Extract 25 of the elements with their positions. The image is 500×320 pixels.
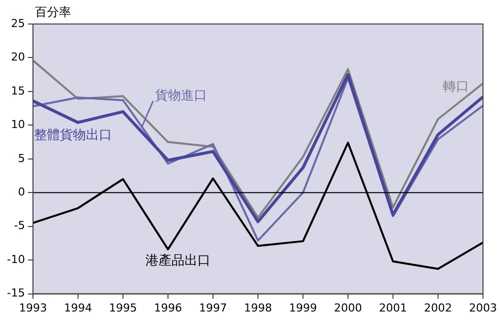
series-label: 整體貨物出口 xyxy=(34,128,112,143)
x-tick-label: 2000 xyxy=(334,301,362,314)
x-tick-label: 1994 xyxy=(64,301,92,314)
y-tick-label: 15 xyxy=(10,84,25,98)
x-tick-label: 1996 xyxy=(154,301,182,314)
y-axis-title: 百分率 xyxy=(34,5,71,19)
x-tick-label: 1998 xyxy=(244,301,272,314)
x-tick-label: 1999 xyxy=(288,301,317,314)
y-tick-label: -10 xyxy=(7,252,25,266)
x-tick-label: 1993 xyxy=(18,301,47,314)
y-tick-label: 0 xyxy=(18,185,25,198)
series-label: 港產品出口 xyxy=(145,254,210,269)
x-tick-label: 2003 xyxy=(469,301,498,314)
series-label: 貨物進口 xyxy=(154,88,207,104)
y-tick-label: -15 xyxy=(7,286,25,300)
y-tick-label: 25 xyxy=(10,16,25,30)
y-tick-label: -5 xyxy=(14,219,25,232)
y-tick-label: 5 xyxy=(18,152,25,165)
series-label: 轉口 xyxy=(443,79,469,94)
x-tick-label: 2001 xyxy=(378,301,407,314)
y-tick-label: 10 xyxy=(10,118,25,132)
x-tick-label: 1995 xyxy=(108,301,137,314)
x-tick-label: 1997 xyxy=(198,301,227,314)
y-tick-label: 20 xyxy=(10,50,25,64)
x-tick-label: 2002 xyxy=(424,301,452,314)
